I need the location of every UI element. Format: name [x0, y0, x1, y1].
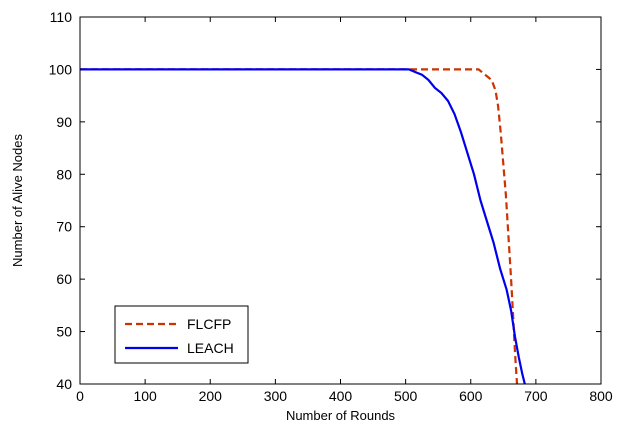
x-tick-label: 300: [264, 388, 288, 404]
series-layer: [80, 68, 526, 384]
y-tick-label: 50: [56, 324, 72, 340]
y-tick-label: 110: [50, 9, 73, 25]
x-tick-label: 200: [199, 388, 223, 404]
legend-box: [114, 305, 249, 364]
x-tick-label: 400: [329, 388, 353, 404]
x-tick-label: 500: [394, 388, 418, 404]
legend-label-leach: LEACH: [187, 340, 234, 356]
plot-frame: [79, 16, 602, 385]
x-tick-label: 800: [589, 388, 613, 404]
x-axis-title: Number of Rounds: [286, 408, 396, 423]
x-tick-label: 0: [76, 388, 84, 404]
y-tick-label: 90: [56, 114, 72, 130]
x-tick-label: 600: [459, 388, 483, 404]
legend-label-flcfp: FLCFP: [187, 316, 231, 332]
x-tick-label: 700: [524, 388, 548, 404]
series-line-leach: [80, 68, 526, 384]
y-tick-label: 80: [56, 166, 72, 182]
y-axis-title: Number of Alive Nodes: [10, 134, 25, 267]
y-tick-label: 100: [49, 61, 73, 77]
series-line-flcfp: [80, 68, 519, 384]
y-tick-label: 70: [56, 219, 72, 235]
y-tick-label: 60: [56, 271, 72, 287]
y-tick-label: 40: [56, 376, 72, 392]
ticks-layer: 0 100 200 300 400 500 600 700 800 40 50 60 70 80 90 100…: [49, 9, 613, 404]
x-tick-label: 100: [133, 388, 157, 404]
legend: FLCFP LEACH: [114, 305, 249, 364]
